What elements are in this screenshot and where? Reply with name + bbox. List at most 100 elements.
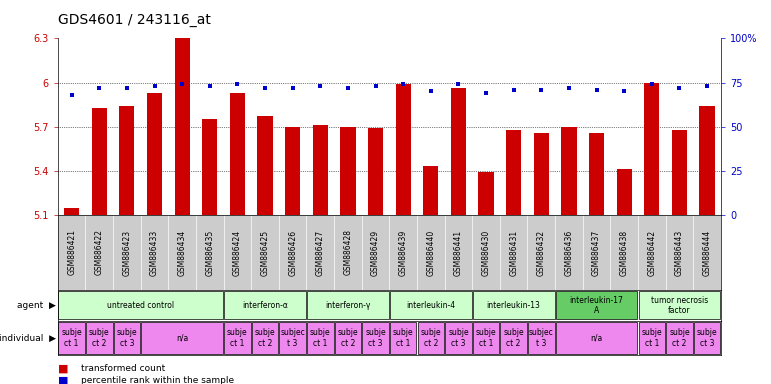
Text: individual  ▶: individual ▶ [0,333,56,343]
Text: GSM886439: GSM886439 [399,229,408,276]
Text: subje
ct 1: subje ct 1 [227,328,247,348]
Bar [141,322,223,354]
Text: GDS4601 / 243116_at: GDS4601 / 243116_at [58,13,210,27]
Text: GSM886432: GSM886432 [537,229,546,276]
Text: n/a: n/a [176,333,188,343]
Text: subje
ct 2: subje ct 2 [669,328,690,348]
Bar [445,322,472,354]
Bar [694,322,720,354]
Text: subje
ct 1: subje ct 1 [393,328,413,348]
Bar [534,132,549,215]
Bar [638,291,720,319]
Bar [500,322,527,354]
Text: n/a: n/a [591,333,603,343]
Text: interferon-γ: interferon-γ [325,301,371,310]
Text: subje
ct 3: subje ct 3 [116,328,137,348]
Text: GSM886428: GSM886428 [343,230,352,275]
Bar [589,132,604,215]
Bar [340,127,355,215]
Text: GSM886431: GSM886431 [509,229,518,276]
Text: GSM886429: GSM886429 [371,229,380,276]
Text: GSM886443: GSM886443 [675,229,684,276]
Text: agent  ▶: agent ▶ [18,301,56,310]
Text: GSM886424: GSM886424 [233,229,242,276]
Bar [561,127,577,215]
Text: interferon-α: interferon-α [242,301,288,310]
Bar [252,322,278,354]
Bar [645,83,659,215]
Text: subje
ct 2: subje ct 2 [89,328,109,348]
Bar [617,169,631,215]
Text: subje
ct 3: subje ct 3 [697,328,717,348]
Bar [390,322,416,354]
Bar [92,108,107,215]
Bar [120,106,134,215]
Text: GSM886435: GSM886435 [205,229,214,276]
Bar [528,322,554,354]
Bar [473,291,554,319]
Bar [202,119,217,215]
Bar [638,322,665,354]
Bar [423,166,439,215]
Text: GSM886436: GSM886436 [564,229,574,276]
Text: subje
ct 1: subje ct 1 [310,328,331,348]
Text: tumor necrosis
factor: tumor necrosis factor [651,296,708,315]
Text: subjec
t 3: subjec t 3 [281,328,305,348]
Bar [174,37,190,215]
Bar [307,322,334,354]
Text: GSM886423: GSM886423 [123,229,131,276]
Bar [59,322,85,354]
Text: transformed count: transformed count [81,364,165,373]
Bar [230,93,245,215]
Bar [59,291,223,319]
Bar [666,322,692,354]
Text: GSM886427: GSM886427 [316,229,325,276]
Text: GSM886441: GSM886441 [454,229,463,276]
Text: subje
ct 3: subje ct 3 [448,328,469,348]
Bar [86,322,113,354]
Text: GSM886430: GSM886430 [482,229,490,276]
Text: interleukin-4: interleukin-4 [406,301,456,310]
Text: subjec
t 3: subjec t 3 [529,328,554,348]
Bar [506,130,521,215]
Bar [451,88,466,215]
Text: subje
ct 3: subje ct 3 [365,328,386,348]
Text: subje
ct 1: subje ct 1 [62,328,82,348]
Text: GSM886421: GSM886421 [67,230,76,275]
Bar [279,322,306,354]
Bar [396,84,411,215]
Bar [285,127,300,215]
Bar [479,172,493,215]
Bar [368,128,383,215]
Text: untreated control: untreated control [107,301,174,310]
Text: subje
ct 1: subje ct 1 [476,328,497,348]
Text: subje
ct 2: subje ct 2 [254,328,275,348]
Bar [224,291,306,319]
Bar [147,93,162,215]
Text: GSM886434: GSM886434 [177,229,187,276]
Text: subje
ct 2: subje ct 2 [420,328,441,348]
Bar [390,291,472,319]
Text: interleukin-13: interleukin-13 [487,301,540,310]
Text: subje
ct 2: subje ct 2 [338,328,359,348]
Text: GSM886426: GSM886426 [288,229,297,276]
Text: GSM886425: GSM886425 [261,229,270,276]
Text: GSM886444: GSM886444 [702,229,712,276]
Text: subje
ct 2: subje ct 2 [503,328,524,348]
Bar [307,291,389,319]
Text: GSM886438: GSM886438 [620,229,628,276]
Bar [672,130,687,215]
Bar [335,322,361,354]
Bar [699,106,715,215]
Text: GSM886433: GSM886433 [150,229,159,276]
Text: subje
ct 1: subje ct 1 [641,328,662,348]
Bar [556,322,638,354]
Bar [313,125,328,215]
Text: interleukin-17
A: interleukin-17 A [570,296,624,315]
Text: percentile rank within the sample: percentile rank within the sample [81,376,234,384]
Text: GSM886422: GSM886422 [95,230,104,275]
Bar [64,208,79,215]
Bar [473,322,500,354]
Bar [224,322,251,354]
Bar [258,116,273,215]
